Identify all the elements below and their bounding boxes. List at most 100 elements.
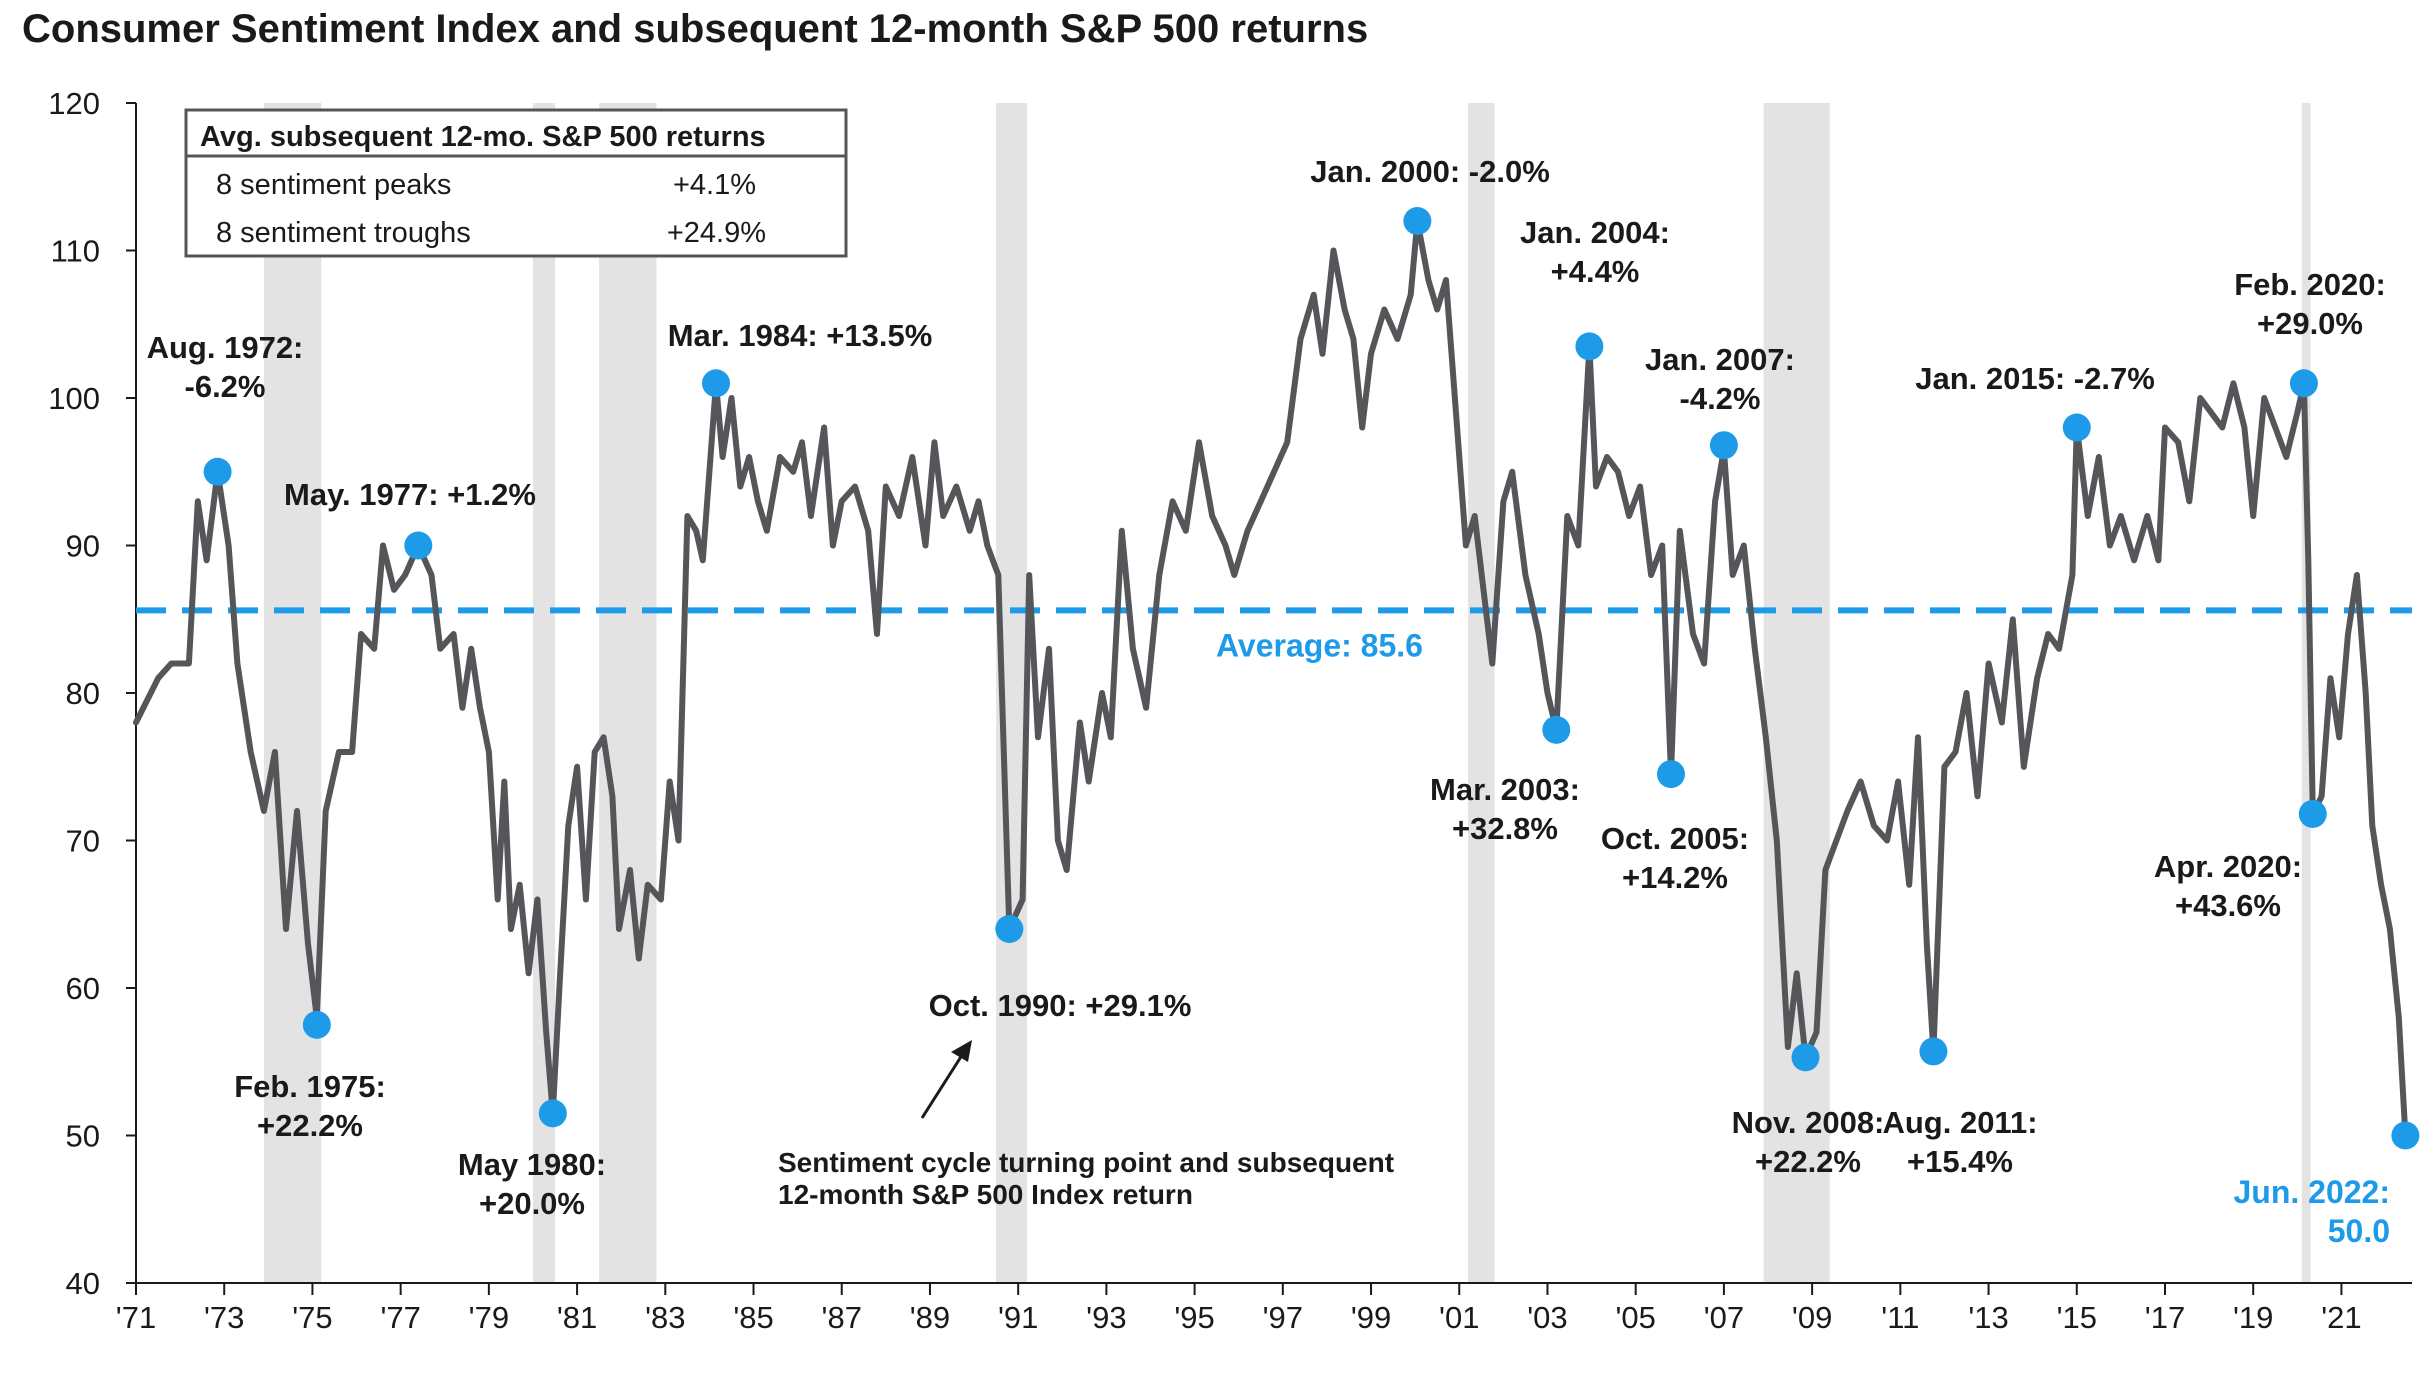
turning-point-marker: [1403, 207, 1432, 235]
average-line-group: Average: 85.6: [136, 607, 2412, 663]
turning-point-marker: [404, 531, 433, 560]
turning-point-label: May. 1977: +1.2%: [284, 477, 536, 512]
x-tick-label: '83: [645, 1300, 685, 1335]
annotation-callout: Sentiment cycle turning point and subseq…: [778, 1040, 1394, 1210]
turning-point-marker: [1709, 431, 1738, 460]
turning-point-marker: [1575, 332, 1604, 361]
x-tick-label: '87: [822, 1300, 862, 1335]
summary-table-row-value: +24.9%: [667, 217, 766, 249]
y-tick-label: 100: [48, 381, 100, 416]
x-tick-label: '01: [1439, 1300, 1479, 1335]
y-tick-label: 110: [51, 234, 100, 269]
x-tick-label: '91: [998, 1300, 1038, 1335]
annotation-line: Sentiment cycle turning point and subseq…: [778, 1147, 1394, 1178]
turning-point-label: Apr. 2020:: [2154, 849, 2302, 884]
x-tick-label: '15: [2057, 1300, 2097, 1335]
recession-band: [2301, 103, 2311, 1283]
turning-point-marker: [203, 457, 232, 486]
turning-point-marker: [2289, 369, 2318, 398]
chart-title: Consumer Sentiment Index and subsequent …: [22, 7, 1368, 51]
x-tick-label: '07: [1704, 1300, 1744, 1335]
turning-point-marker: [2298, 799, 2327, 828]
x-tick-label: '81: [557, 1300, 597, 1335]
turning-point-label: -4.2%: [1680, 381, 1761, 416]
recession-bands: [263, 103, 2311, 1283]
turning-point-label: Feb. 2020:: [2234, 267, 2386, 302]
turning-point-marker: [538, 1099, 567, 1128]
turning-point-marker: [995, 915, 1024, 943]
recession-band: [1763, 103, 1830, 1283]
turning-point-label: +22.2%: [257, 1108, 363, 1143]
turning-point-label: Nov. 2008:: [1732, 1105, 1885, 1140]
sentiment-series: [133, 218, 2409, 1139]
x-tick-label: '21: [2321, 1300, 2361, 1335]
turning-point-label: Mar. 1984: +13.5%: [668, 318, 933, 353]
turning-point-label: Oct. 2005:: [1601, 821, 1749, 856]
turning-point-marker: [1791, 1043, 1820, 1072]
turning-point-marker: [2062, 413, 2091, 442]
turning-point-label: +4.4%: [1551, 254, 1640, 289]
turning-point-label: +32.8%: [1452, 811, 1558, 846]
turning-point-marker: [302, 1010, 331, 1039]
y-tick-label: 120: [48, 86, 100, 121]
x-tick-label: '79: [469, 1300, 509, 1335]
recession-band: [599, 103, 657, 1283]
recession-band: [532, 103, 556, 1283]
turning-point-label: +20.0%: [479, 1186, 585, 1221]
x-tick-label: '85: [733, 1300, 773, 1335]
annotation-arrow-head: [951, 1040, 972, 1062]
turning-point-label: +43.6%: [2175, 888, 2281, 923]
summary-table-header: Avg. subsequent 12-mo. S&P 500 returns: [200, 121, 766, 153]
x-tick-label: '99: [1351, 1300, 1391, 1335]
annotation-arrow-shaft: [920, 1051, 966, 1119]
turning-point-label: Jan. 2004:: [1520, 215, 1670, 250]
y-tick-label: 60: [66, 971, 100, 1006]
x-tick-label: '75: [292, 1300, 332, 1335]
turning-point-label: May 1980:: [458, 1147, 606, 1182]
turning-point-labels: Aug. 1972: -6.2% Feb. 1975: +22.2% May. 1977…: [147, 154, 2390, 1249]
turning-point-marker: [702, 369, 731, 398]
turning-point-label: Feb. 1975:: [234, 1069, 386, 1104]
turning-point-label: Jun. 2022:: [2233, 1174, 2390, 1210]
turning-point-label: +29.0%: [2257, 306, 2363, 341]
turning-point-label: Jan. 2000: -2.0%: [1310, 154, 1550, 189]
summary-table-border: [184, 108, 848, 258]
axes: 40 50 60 70 80 90 100 110 120 '71 '73 '75 '77 '79 '81 '…: [48, 86, 2412, 1335]
y-tick-label: 80: [66, 676, 100, 711]
turning-point-label: Aug. 1972:: [147, 330, 304, 365]
y-tick-label: 40: [66, 1266, 100, 1301]
recession-band: [1468, 103, 1495, 1283]
turning-point-label: 50.0: [2328, 1213, 2390, 1249]
summary-table: Avg. subsequent 12-mo. S&P 500 returns 8…: [184, 108, 848, 258]
x-tick-label: '13: [1968, 1300, 2008, 1335]
turning-point-label: Aug. 2011:: [1882, 1105, 2037, 1140]
y-tick-label: 70: [66, 824, 100, 859]
annotation-line: 12-month S&P 500 Index return: [778, 1179, 1193, 1210]
x-tick-label: '97: [1263, 1300, 1303, 1335]
x-tick-label: '89: [910, 1300, 950, 1335]
summary-table-row-label: 8 sentiment troughs: [216, 217, 471, 249]
x-tick-label: '19: [2233, 1300, 2273, 1335]
average-label: Average: 85.6: [1216, 627, 1423, 663]
recession-band: [263, 103, 322, 1283]
turning-point-label: +15.4%: [1907, 1144, 2013, 1179]
y-tick-label: 50: [66, 1119, 100, 1154]
x-tick-label: '77: [380, 1300, 420, 1335]
x-tick-label: '71: [116, 1300, 156, 1335]
x-tick-label: '95: [1174, 1300, 1214, 1335]
summary-table-row-label: 8 sentiment peaks: [216, 169, 451, 201]
turning-point-marker: [1919, 1037, 1948, 1066]
x-tick-label: '05: [1615, 1300, 1655, 1335]
x-tick-label: '73: [204, 1300, 244, 1335]
y-tick-label: 90: [66, 529, 100, 564]
x-tick-label: '11: [1881, 1300, 1919, 1335]
turning-point-label: Oct. 1990: +29.1%: [929, 988, 1192, 1023]
summary-table-row-value: +4.1%: [673, 169, 756, 201]
turning-point-label: Jan. 2015: -2.7%: [1915, 361, 2155, 396]
sentiment-line: [133, 218, 2409, 1139]
turning-point-label: -6.2%: [185, 369, 266, 404]
turning-point-marker: [1542, 715, 1571, 744]
turning-point-label: Jan. 2007:: [1645, 342, 1795, 377]
